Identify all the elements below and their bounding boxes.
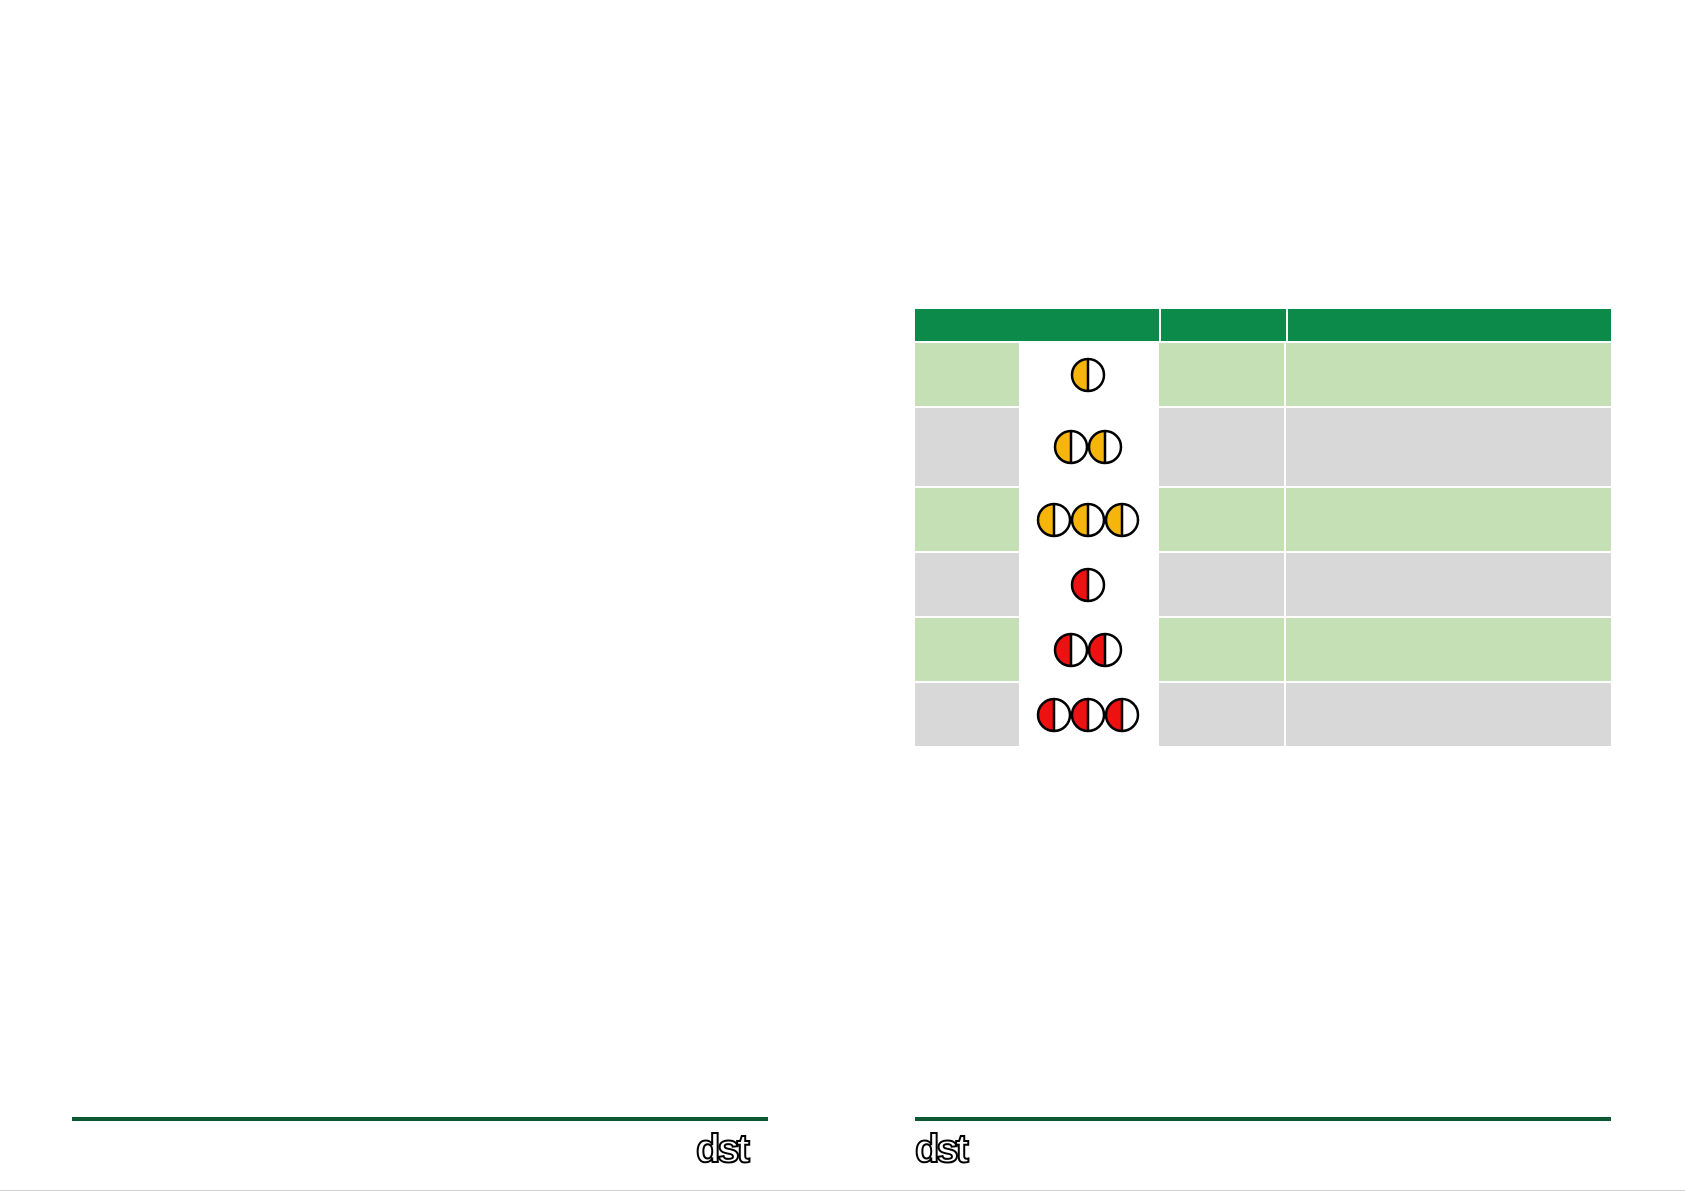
header-status: [1161, 309, 1288, 341]
dst-logo: dst: [913, 1126, 987, 1175]
row-description: [1286, 343, 1611, 406]
table-row: [915, 683, 1611, 746]
svg-text:dst: dst: [915, 1128, 969, 1170]
page-edge: [0, 1190, 1685, 1191]
indicator-lamp-icon: [1104, 697, 1140, 732]
indicator-lamp-icon: [1070, 502, 1106, 537]
header-description: [1288, 309, 1611, 341]
right-page: dst: [843, 0, 1685, 1192]
row-label: [915, 683, 1019, 746]
indicator-lamps: [1036, 502, 1140, 537]
left-page: dst: [0, 0, 842, 1192]
dst-logo: dst: [694, 1126, 768, 1175]
table-row: [915, 618, 1611, 681]
indicator-lamp-icon: [1087, 632, 1123, 667]
row-description: [1286, 553, 1611, 616]
indicator-lamp-icon: [1104, 502, 1140, 537]
row-status: [1159, 488, 1286, 551]
row-label: [915, 553, 1019, 616]
lamp-cell: [1019, 553, 1157, 616]
indicator-lamps: [1053, 429, 1123, 465]
lamp-cell: [1019, 408, 1157, 486]
row-status: [1159, 553, 1286, 616]
lamp-cell: [1019, 618, 1157, 681]
indicator-lamp-icon: [1087, 429, 1123, 465]
svg-text:dst: dst: [696, 1128, 750, 1170]
table-row: [915, 553, 1611, 616]
indicator-lamp-icon: [1070, 357, 1106, 392]
footer-rule: [915, 1117, 1611, 1121]
row-label: [915, 343, 1019, 406]
row-description: [1286, 683, 1611, 746]
table-row: [915, 488, 1611, 551]
row-label: [915, 408, 1019, 486]
indicator-lamp-icon: [1070, 567, 1106, 602]
row-description: [1286, 488, 1611, 551]
indicator-table: [915, 309, 1611, 746]
lamp-cell: [1019, 488, 1157, 551]
indicator-lamp-icon: [1070, 697, 1106, 732]
row-status: [1159, 683, 1286, 746]
table-row: [915, 408, 1611, 486]
indicator-lamp-icon: [1036, 502, 1072, 537]
row-description: [1286, 618, 1611, 681]
row-status: [1159, 618, 1286, 681]
indicator-lamps: [1053, 632, 1123, 667]
indicator-lamp-icon: [1036, 697, 1072, 732]
header-indicator: [915, 309, 1161, 341]
indicator-lamps: [1070, 567, 1106, 602]
lamp-cell: [1019, 683, 1157, 746]
indicator-lamp-icon: [1053, 632, 1089, 667]
table-row: [915, 343, 1611, 406]
row-label: [915, 618, 1019, 681]
row-label: [915, 488, 1019, 551]
indicator-lamps: [1036, 697, 1140, 732]
indicator-lamps: [1070, 357, 1106, 392]
table-header: [915, 309, 1611, 341]
lamp-cell: [1019, 343, 1157, 406]
row-status: [1159, 343, 1286, 406]
footer-rule: [72, 1117, 768, 1121]
row-status: [1159, 408, 1286, 486]
row-description: [1286, 408, 1611, 486]
indicator-lamp-icon: [1053, 429, 1089, 465]
